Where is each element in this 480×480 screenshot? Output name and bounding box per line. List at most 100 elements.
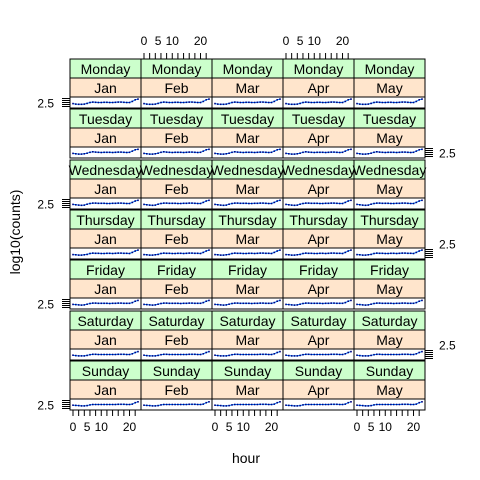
data-point — [120, 353, 122, 356]
data-point — [415, 251, 418, 254]
data-point — [92, 151, 94, 153]
data-point — [214, 354, 216, 356]
data-point — [401, 302, 403, 304]
data-point — [148, 355, 151, 357]
data-point — [92, 202, 94, 204]
data-point — [217, 404, 219, 407]
data-point — [319, 202, 321, 205]
data-point — [131, 251, 134, 254]
data-point — [131, 403, 134, 405]
data-point — [273, 100, 276, 103]
data-point — [177, 353, 179, 356]
data-point — [376, 101, 378, 103]
strip-month-label: May — [376, 130, 402, 146]
strip-day-label: Friday — [228, 262, 267, 278]
data-point — [299, 152, 301, 154]
data-point — [344, 403, 347, 405]
data-point — [290, 355, 293, 357]
data-point — [165, 151, 168, 153]
data-point — [259, 101, 261, 103]
data-point — [285, 354, 287, 356]
data-point — [86, 303, 88, 305]
data-point — [100, 403, 103, 406]
data-point — [359, 153, 361, 155]
data-point — [239, 202, 242, 205]
data-point — [293, 254, 296, 256]
data-point — [333, 151, 335, 153]
data-point — [219, 355, 222, 357]
data-point — [143, 203, 145, 206]
y-tick-label: 2.5 — [439, 147, 456, 161]
data-point — [177, 151, 179, 154]
data-point — [285, 102, 287, 105]
x-tick-label: 5 — [84, 420, 91, 434]
data-point — [120, 151, 122, 153]
data-point — [409, 302, 412, 305]
data-point — [316, 101, 318, 104]
data-point — [293, 304, 296, 306]
data-point — [409, 151, 412, 154]
data-point — [182, 353, 185, 356]
data-point — [370, 102, 372, 105]
data-point — [384, 101, 387, 104]
data-point — [231, 202, 233, 205]
data-point — [125, 101, 128, 104]
data-point — [160, 404, 162, 406]
data-point — [256, 403, 259, 406]
data-point — [285, 253, 287, 256]
data-point — [191, 101, 193, 103]
data-point — [234, 353, 236, 356]
data-point — [401, 403, 403, 406]
data-point — [225, 355, 228, 357]
data-point — [276, 250, 278, 252]
data-point — [319, 403, 321, 406]
data-point — [256, 252, 259, 255]
data-point — [276, 200, 278, 202]
data-point — [194, 302, 196, 305]
data-point — [86, 253, 88, 256]
data-point — [330, 151, 332, 153]
data-point — [395, 202, 398, 205]
data-point — [89, 404, 91, 406]
data-point — [114, 101, 117, 104]
strip-day-label: Tuesday — [221, 111, 274, 127]
data-point — [208, 199, 210, 202]
data-point — [171, 353, 174, 356]
data-point — [182, 302, 185, 305]
data-point — [344, 150, 347, 152]
data-point — [299, 203, 301, 205]
data-point — [359, 404, 361, 407]
data-point — [310, 302, 313, 305]
data-point — [330, 101, 332, 103]
data-point — [270, 403, 273, 406]
data-point — [296, 153, 299, 155]
strip-month-label: Apr — [308, 231, 330, 247]
strip-month-label: Jan — [94, 231, 117, 247]
data-point — [390, 202, 392, 205]
data-point — [194, 101, 196, 104]
data-point — [103, 252, 105, 255]
data-point — [356, 152, 358, 155]
data-point — [103, 403, 105, 406]
data-point — [293, 204, 296, 207]
data-point — [117, 252, 119, 254]
data-point — [276, 351, 278, 354]
strip-month-label: Mar — [235, 281, 259, 297]
data-point — [196, 403, 199, 406]
data-point — [288, 354, 290, 357]
data-point — [387, 302, 389, 305]
data-point — [248, 403, 250, 406]
data-point — [412, 101, 415, 104]
strip-month-label: Apr — [308, 130, 330, 146]
data-point — [412, 202, 415, 205]
data-point — [188, 403, 190, 406]
data-point — [330, 302, 332, 304]
data-point — [398, 353, 401, 356]
data-point — [92, 403, 94, 406]
data-point — [128, 151, 131, 154]
data-point — [217, 103, 219, 105]
data-point — [151, 204, 154, 207]
data-point — [367, 204, 370, 206]
data-point — [208, 148, 210, 151]
